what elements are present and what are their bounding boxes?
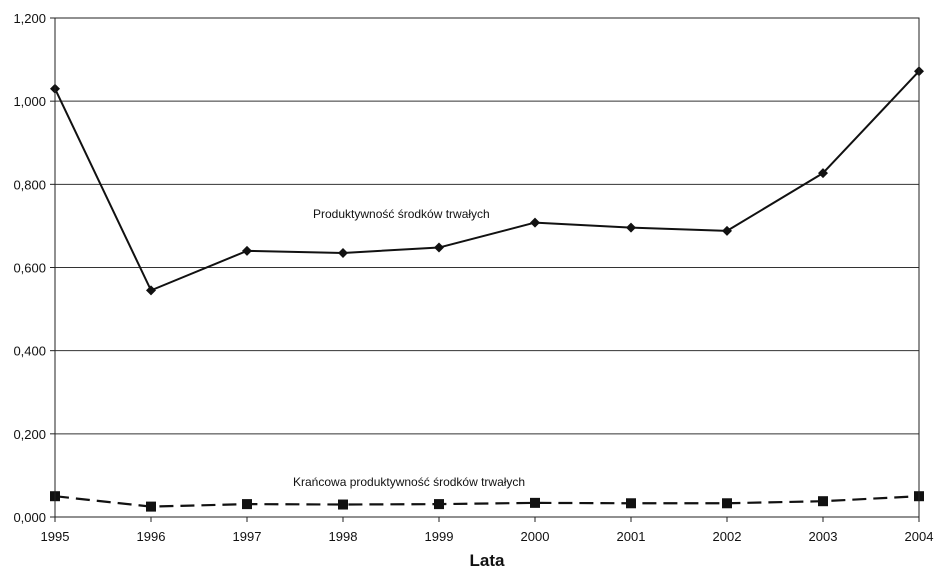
- data-point-diamond: [722, 225, 732, 236]
- series-line-0: [54, 70, 920, 292]
- data-point-diamond: [146, 285, 156, 296]
- data-point-diamond: [818, 168, 828, 179]
- x-tick-label: 1998: [329, 529, 358, 544]
- data-point-square: [434, 499, 444, 510]
- data-point-square: [242, 499, 252, 510]
- series-label-produktywnosc: Produktywność środków trwałych: [313, 207, 490, 221]
- data-point-diamond: [434, 242, 444, 253]
- x-axis-title: Lata: [470, 551, 506, 570]
- data-point-square: [818, 496, 828, 507]
- data-point-square: [530, 497, 540, 508]
- x-tick-label: 2003: [809, 529, 838, 544]
- data-point-square: [722, 498, 732, 509]
- data-point-diamond: [338, 247, 348, 258]
- series-layer: [50, 66, 924, 512]
- y-tick-label: 0,000: [13, 510, 46, 525]
- x-axis-ticks: 1995 1996 1997 1998 1999 2000 2001 2002 2003 2004: [41, 517, 934, 544]
- x-tick-label: 2001: [617, 529, 646, 544]
- data-point-square: [626, 498, 636, 509]
- y-tick-label: 0,800: [13, 177, 46, 192]
- y-tick-label: 1,200: [13, 11, 46, 26]
- x-tick-label: 2000: [521, 529, 550, 544]
- gridlines: [55, 100, 919, 435]
- x-tick-label: 1997: [233, 529, 262, 544]
- x-tick-label: 1995: [41, 529, 70, 544]
- plot-frame: [54, 17, 920, 518]
- series-label-krancowa-produktywnosc: Krańcowa produktywność środków trwałych: [293, 475, 525, 489]
- data-point-square: [146, 501, 156, 512]
- x-tick-label: 1999: [425, 529, 454, 544]
- y-tick-label: 0,200: [13, 427, 46, 442]
- series-line-1: [54, 495, 920, 508]
- data-point-diamond: [530, 217, 540, 228]
- x-tick-label: 2002: [713, 529, 742, 544]
- y-tick-label: 0,400: [13, 344, 46, 359]
- x-tick-label: 2004: [905, 529, 934, 544]
- data-point-diamond: [242, 245, 252, 256]
- y-tick-label: 1,000: [13, 94, 46, 109]
- data-point-diamond: [626, 222, 636, 233]
- x-tick-label: 1996: [137, 529, 166, 544]
- data-point-square: [338, 499, 348, 510]
- y-axis-ticks: 0,000 0,200 0,400 0,600 0,800 1,000 1,200: [13, 11, 55, 525]
- y-tick-label: 0,600: [13, 261, 46, 276]
